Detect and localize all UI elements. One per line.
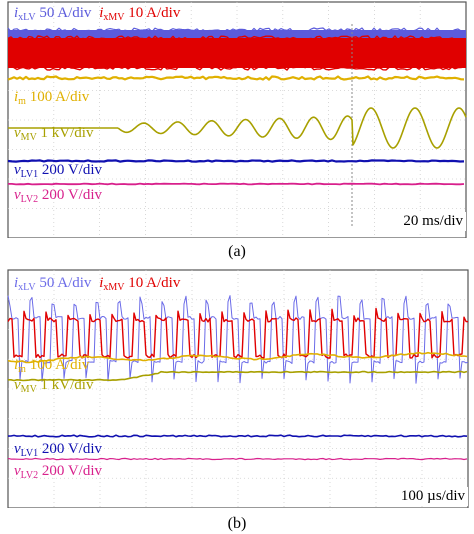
timebase-a: 20 ms/div <box>400 212 466 231</box>
label-v-mv-a: vMV 1 kV/div <box>14 125 94 143</box>
trace-i-xmv-a-edge <box>7 65 465 71</box>
trace-v-mv-a <box>117 107 467 149</box>
label-i-xlv-b-text: ixLV 50 A/div <box>14 275 92 293</box>
trace-i-m-a <box>7 75 465 81</box>
label-v-lv1-a: vLV1 200 V/div <box>14 162 102 180</box>
trace-v-mv-b <box>8 370 468 382</box>
trace-i-xmv-a <box>8 38 466 68</box>
label-v-lv2-a: vLV2 200 V/div <box>14 187 102 205</box>
scope-panel-a: ixLV 50 A/div ixMV 10 A/div im 100 A/div… <box>0 0 474 238</box>
trace-i-xmv-a-top <box>7 35 465 41</box>
label-i-xlv-a: ixLV 50 A/div ixMV 10 A/div <box>14 6 180 23</box>
label-v-mv-b: vMV 1 kV/div <box>14 377 94 395</box>
timebase-b: 100 µs/div <box>397 487 468 506</box>
trace-i-m-b <box>7 351 468 364</box>
label-i-m-a: im 100 A/div <box>14 89 90 107</box>
label-i-xmv-a-text: ixMV 10 A/div <box>99 5 181 23</box>
label-i-xlv-a-text: ixLV 50 A/div <box>14 5 92 23</box>
label-i-xlv-b: ixLV 50 A/div ixMV 10 A/div <box>14 276 180 293</box>
scope-screen-a <box>7 1 467 238</box>
label-v-lv1-b: vLV1 200 V/div <box>14 441 102 459</box>
label-i-m-b: im 100 A/div <box>14 357 90 375</box>
label-i-xmv-b-text: ixMV 10 A/div <box>99 275 181 293</box>
caption-b: (b) <box>227 515 247 532</box>
caption-a: (a) <box>228 243 246 260</box>
trace-v-lv1-b <box>7 434 468 438</box>
trace-v-lv2-b <box>7 457 468 461</box>
trace-i-xlv-b <box>7 295 469 384</box>
label-v-lv2-b: vLV2 200 V/div <box>14 463 102 481</box>
trace-i-xlv-a-edge <box>7 27 465 33</box>
trace-v-lv2-a <box>8 182 465 186</box>
scope-screen-b <box>7 269 469 508</box>
trace-v-lv1-a <box>7 159 465 163</box>
scope-panel-b: ixLV 50 A/div ixMV 10 A/div im 100 A/div… <box>0 268 474 508</box>
